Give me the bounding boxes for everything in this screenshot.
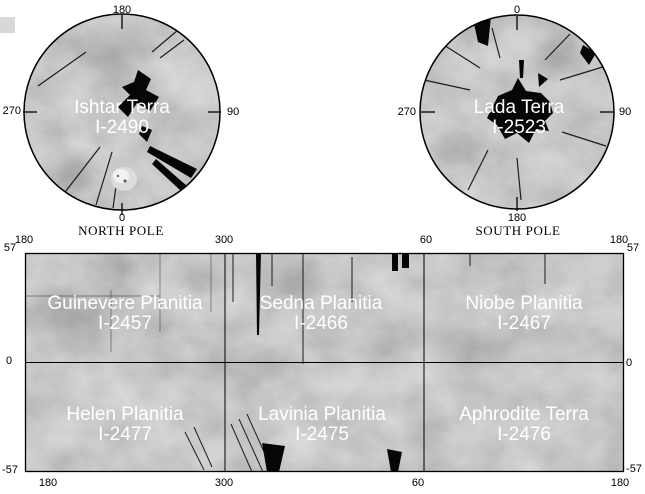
north-polar-sheet: I-2490: [95, 117, 149, 138]
merc-lon-bottom-0: 180: [38, 477, 58, 489]
quad-sheet: I-2475: [295, 424, 349, 445]
merc-lon-top-0: 180: [14, 234, 34, 246]
merc-lon-bottom-3: 180: [610, 477, 630, 489]
quad-name: Helen Planitia: [66, 404, 184, 425]
mercator-mosaic-seams: [184, 253, 546, 472]
north-polar-ticks: [23, 15, 221, 215]
south-lon-bottom-label: 180: [507, 212, 527, 224]
south-polar-name: Lada Terra: [473, 97, 565, 118]
quad-sheet: I-2466: [294, 313, 348, 334]
north-polar-data-gaps: [118, 70, 197, 191]
south-pole-caption: SOUTH POLE: [475, 223, 561, 238]
south-lon-right-label: 90: [619, 106, 632, 118]
north-polar-name: Ishtar Terra: [74, 97, 170, 118]
quad-title-helen: Helen Planitia I-2477: [66, 405, 183, 445]
merc-lon-bottom-2: 60: [411, 477, 425, 489]
merc-lat-top-left: 57: [3, 242, 17, 254]
south-polar-shading: [425, 35, 595, 193]
merc-lon-top-2: 60: [419, 234, 433, 246]
quad-sheet: I-2467: [497, 313, 551, 334]
south-polar-map: [420, 15, 614, 209]
merc-lat-bottom-right: -57: [626, 463, 642, 475]
merc-lon-top-3: 180: [609, 234, 629, 246]
north-polar-title: Ishtar Terra I-2490: [74, 98, 170, 138]
mercator-shading: [25, 255, 624, 465]
south-polar-mosaic-seams: [423, 27, 607, 201]
quad-name: Aphrodite Terra: [459, 404, 589, 425]
quad-title-niobe: Niobe Planitia I-2467: [465, 294, 582, 334]
merc-lat-mid-left: 0: [5, 355, 13, 367]
quad-title-lavinia: Lavinia Planitia I-2475: [258, 405, 386, 445]
mercator-data-gaps: [256, 253, 409, 472]
south-lon-top-label: 0: [513, 4, 521, 16]
quad-sheet: I-2457: [98, 313, 152, 334]
north-lon-left-label: 270: [2, 105, 21, 117]
north-lon-top-label: 180: [112, 4, 132, 16]
north-pole-caption: NORTH POLE: [78, 223, 164, 238]
quad-title-sedna: Sedna Planitia I-2466: [260, 294, 383, 334]
north-polar-mosaic-seams: [37, 29, 185, 209]
south-polar-ticks: [421, 16, 613, 211]
north-polar-shading: [35, 20, 220, 198]
quad-name: Lavinia Planitia: [258, 404, 386, 425]
south-polar-sheet: I-2523: [492, 117, 546, 138]
merc-lat-bottom-left: -57: [2, 464, 18, 476]
quad-title-guinevere: Guinevere Planitia I-2457: [47, 294, 202, 334]
quad-name: Niobe Planitia: [465, 293, 583, 314]
merc-lon-bottom-1: 300: [214, 477, 234, 489]
quad-name: Sedna Planitia: [259, 293, 383, 314]
quad-sheet: I-2477: [98, 424, 152, 445]
north-polar-map: [24, 14, 220, 210]
quadrangle-gridlines: [25, 253, 624, 472]
mercator-border: [24, 252, 625, 473]
quad-name: Guinevere Planitia: [47, 293, 203, 314]
quad-sheet: I-2476: [497, 424, 551, 445]
merc-lat-mid-right: 0: [625, 357, 633, 369]
south-polar-title: Lada Terra I-2523: [474, 98, 565, 138]
mercator-faint-seams: [25, 253, 212, 352]
merc-lat-top-right: 57: [626, 242, 640, 254]
north-lon-right-label: 90: [227, 106, 240, 118]
south-lon-left-label: 270: [397, 106, 416, 118]
quad-title-aphrodite: Aphrodite Terra I-2476: [459, 405, 589, 445]
north-polar-bright-feature: [111, 167, 137, 191]
mercator-map: [25, 253, 624, 472]
scan-artifact: [0, 17, 15, 33]
merc-lon-top-1: 300: [214, 234, 234, 246]
north-lon-bottom-label: 0: [118, 212, 126, 224]
